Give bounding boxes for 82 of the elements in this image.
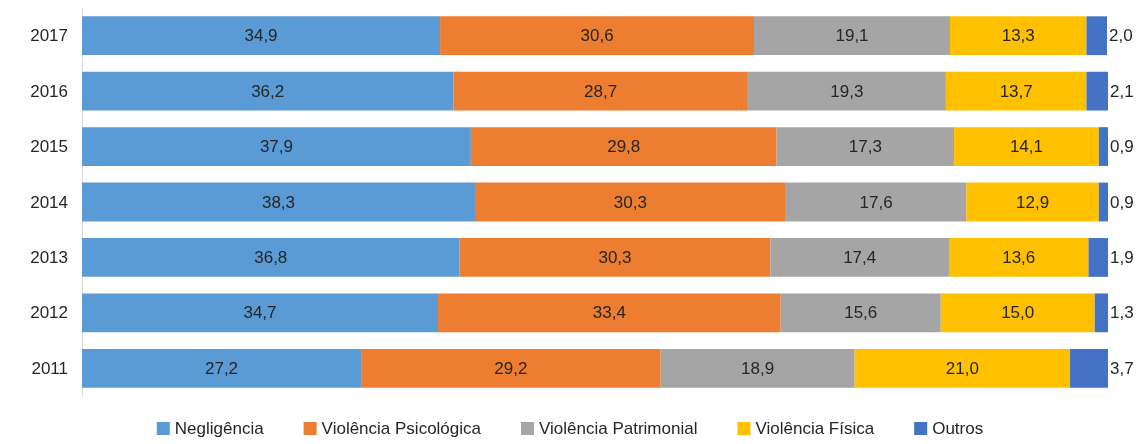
bar — [82, 348, 362, 388]
data-label: 0,9 — [1110, 192, 1134, 212]
data-label: 29,8 — [607, 137, 641, 157]
bar — [945, 71, 1087, 111]
data-label: 38,3 — [261, 192, 296, 212]
bar — [1098, 127, 1108, 166]
legend-label: Violência Patrimonial — [539, 419, 698, 438]
bar — [453, 71, 748, 111]
bar — [785, 182, 967, 222]
data-label: 36,8 — [254, 247, 288, 267]
data-label: 18,9 — [741, 358, 775, 378]
bar — [770, 238, 949, 277]
data-label: 30,3 — [613, 192, 647, 212]
bar — [438, 293, 781, 333]
data-label: 15,6 — [844, 303, 878, 323]
y-tick-label: 2015 — [30, 137, 68, 157]
bar — [660, 348, 855, 388]
bar — [82, 71, 454, 111]
bar — [361, 348, 661, 388]
bar — [440, 16, 755, 56]
bar — [966, 182, 1099, 222]
data-label: 19,1 — [835, 26, 869, 46]
y-tick-label: 2011 — [31, 358, 68, 378]
y-tick-label: 2013 — [30, 247, 68, 267]
data-label: 13,6 — [1002, 247, 1036, 267]
data-label: 2,0 — [1108, 26, 1133, 46]
bar — [82, 127, 471, 166]
bar — [747, 71, 946, 111]
data-label: 3,7 — [1110, 358, 1134, 378]
bar — [950, 16, 1087, 56]
data-label: 34,7 — [243, 303, 277, 323]
data-label: 15,0 — [1001, 303, 1035, 323]
data-label: 21,0 — [945, 358, 979, 378]
data-label: 2,1 — [1110, 81, 1134, 101]
data-label: 36,2 — [251, 81, 285, 101]
bar — [754, 16, 950, 56]
bar — [82, 182, 475, 222]
bar — [948, 238, 1089, 277]
bar — [776, 127, 955, 166]
bar — [1086, 71, 1108, 111]
data-label: 17,6 — [859, 192, 893, 212]
bar — [1094, 293, 1108, 333]
data-label: 12,9 — [1016, 192, 1050, 212]
bar — [954, 127, 1099, 166]
data-label: 14,1 — [1009, 137, 1043, 157]
data-label: 27,2 — [204, 358, 239, 378]
bar — [1098, 182, 1108, 222]
data-label: 19,3 — [830, 81, 864, 101]
bar — [82, 238, 460, 277]
data-label: 1,3 — [1110, 303, 1134, 323]
bar — [82, 293, 439, 333]
y-tick-label: 2014 — [30, 192, 68, 212]
y-tick-label: 2012 — [30, 303, 68, 323]
y-tick-label: 2017 — [30, 26, 68, 46]
bar — [474, 182, 786, 222]
data-label: 0,9 — [1110, 137, 1134, 157]
data-label: 17,4 — [843, 247, 877, 267]
legend-label: Violência Física — [755, 419, 875, 438]
legend-label: Violência Psicológica — [321, 419, 482, 438]
data-label: 37,9 — [259, 137, 293, 157]
legend-label: Negligência — [174, 419, 265, 438]
bar — [780, 293, 941, 333]
bar — [470, 127, 777, 166]
data-label: 1,9 — [1110, 247, 1134, 267]
bar — [1088, 238, 1108, 277]
bar — [459, 238, 771, 277]
legend-label: Outros — [932, 419, 984, 438]
bar — [854, 348, 1071, 388]
data-label: 13,3 — [1001, 26, 1035, 46]
y-tick-label: 2016 — [30, 81, 68, 101]
bar — [1086, 16, 1107, 56]
data-label: 13,7 — [999, 81, 1033, 101]
bar — [82, 16, 441, 56]
data-label: 28,7 — [584, 81, 618, 101]
data-label: 34,9 — [244, 26, 278, 46]
data-label: 17,3 — [848, 137, 882, 157]
data-label: 33,4 — [592, 303, 626, 323]
bar — [940, 293, 1095, 333]
data-label: 29,2 — [494, 358, 528, 378]
data-label: 30,3 — [598, 247, 632, 267]
bar — [1070, 348, 1108, 388]
data-label: 30,6 — [580, 26, 614, 46]
